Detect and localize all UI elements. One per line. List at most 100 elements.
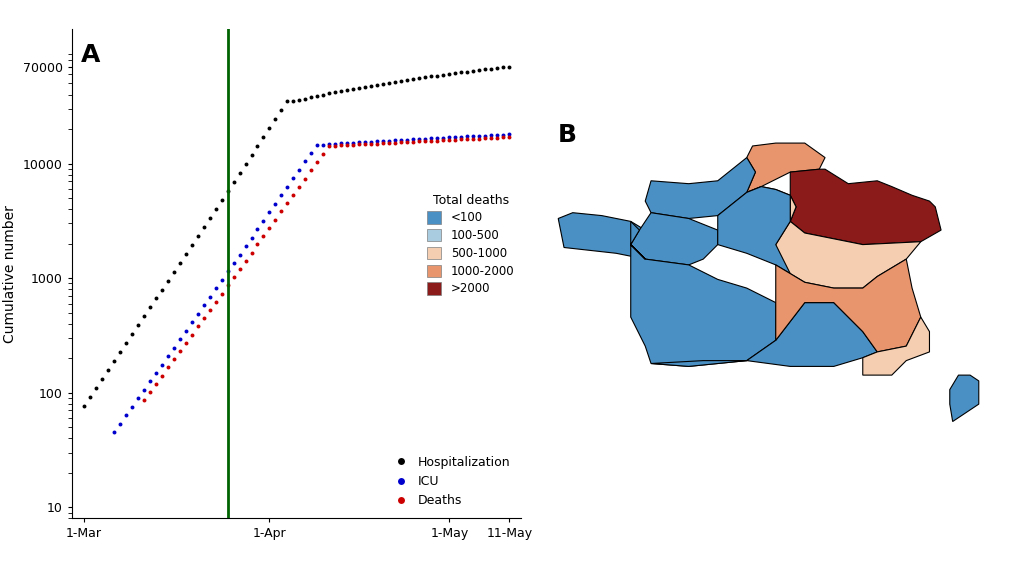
Point <box>255 132 271 142</box>
Point <box>406 135 422 144</box>
Point <box>225 259 242 268</box>
Point <box>412 137 428 146</box>
Point <box>375 137 391 146</box>
Point <box>183 317 200 327</box>
Point <box>267 215 284 224</box>
Point <box>399 135 416 144</box>
Point <box>154 371 170 380</box>
Y-axis label: Cumulative number: Cumulative number <box>3 204 17 343</box>
Point <box>244 248 260 257</box>
Point <box>501 62 517 71</box>
Point <box>333 86 349 96</box>
Point <box>351 83 368 92</box>
Point <box>303 149 319 158</box>
Point <box>261 223 278 233</box>
Point <box>393 135 410 145</box>
Point <box>364 137 380 146</box>
Point <box>238 241 254 251</box>
Point <box>357 138 374 147</box>
Point <box>135 385 152 395</box>
Point <box>447 135 464 144</box>
Point <box>417 73 433 82</box>
Point <box>370 137 386 146</box>
Point <box>370 139 386 148</box>
Point <box>322 89 338 98</box>
Point <box>129 321 145 330</box>
Point <box>154 360 170 369</box>
Point <box>213 275 229 285</box>
Point <box>339 138 355 147</box>
Point <box>231 250 248 259</box>
Point <box>375 139 391 148</box>
Point <box>189 322 206 331</box>
Point <box>267 115 284 124</box>
Point <box>196 222 212 232</box>
Point <box>303 93 319 102</box>
Point <box>412 134 428 143</box>
Point <box>387 136 403 145</box>
Point <box>141 388 158 397</box>
Point <box>124 329 140 339</box>
Point <box>351 140 368 149</box>
Point <box>447 69 464 78</box>
Point <box>333 141 349 150</box>
Point <box>207 284 223 293</box>
Point <box>291 165 307 175</box>
Point <box>135 396 152 405</box>
Point <box>118 339 134 348</box>
Point <box>406 137 422 146</box>
Polygon shape <box>645 158 756 218</box>
Point <box>112 419 128 429</box>
Polygon shape <box>651 302 878 366</box>
Point <box>483 64 500 73</box>
Point <box>261 207 278 217</box>
Point <box>249 225 265 234</box>
Polygon shape <box>863 317 930 375</box>
Point <box>118 411 134 420</box>
Point <box>76 401 92 411</box>
Point <box>105 357 122 366</box>
Polygon shape <box>743 187 796 227</box>
Polygon shape <box>950 375 979 422</box>
Point <box>225 272 242 282</box>
Point <box>477 134 494 143</box>
Point <box>441 69 458 78</box>
Point <box>387 77 403 86</box>
Point <box>249 240 265 249</box>
Point <box>339 85 355 94</box>
Polygon shape <box>746 143 825 192</box>
Point <box>171 258 187 267</box>
Point <box>177 326 194 335</box>
Point <box>280 182 296 191</box>
Point <box>489 130 506 139</box>
Point <box>147 369 164 378</box>
Point <box>183 240 200 249</box>
Point <box>273 106 290 115</box>
Point <box>177 249 194 258</box>
Point <box>417 134 433 143</box>
Point <box>141 377 158 386</box>
Point <box>483 131 500 140</box>
Point <box>459 134 475 143</box>
Point <box>495 63 511 72</box>
Point <box>322 139 338 149</box>
Point <box>297 157 313 166</box>
Point <box>160 276 176 285</box>
Point <box>453 135 469 144</box>
Polygon shape <box>718 187 791 274</box>
Point <box>105 427 122 437</box>
Point <box>129 394 145 403</box>
Point <box>166 355 182 364</box>
Point <box>286 174 302 183</box>
Point <box>417 137 433 146</box>
Point <box>495 133 511 142</box>
Point <box>393 138 410 147</box>
Point <box>345 138 361 147</box>
Point <box>441 135 458 145</box>
Text: B: B <box>558 123 578 147</box>
Point <box>171 346 187 355</box>
Point <box>286 191 302 200</box>
Point <box>453 68 469 77</box>
Point <box>189 231 206 240</box>
Point <box>345 140 361 149</box>
